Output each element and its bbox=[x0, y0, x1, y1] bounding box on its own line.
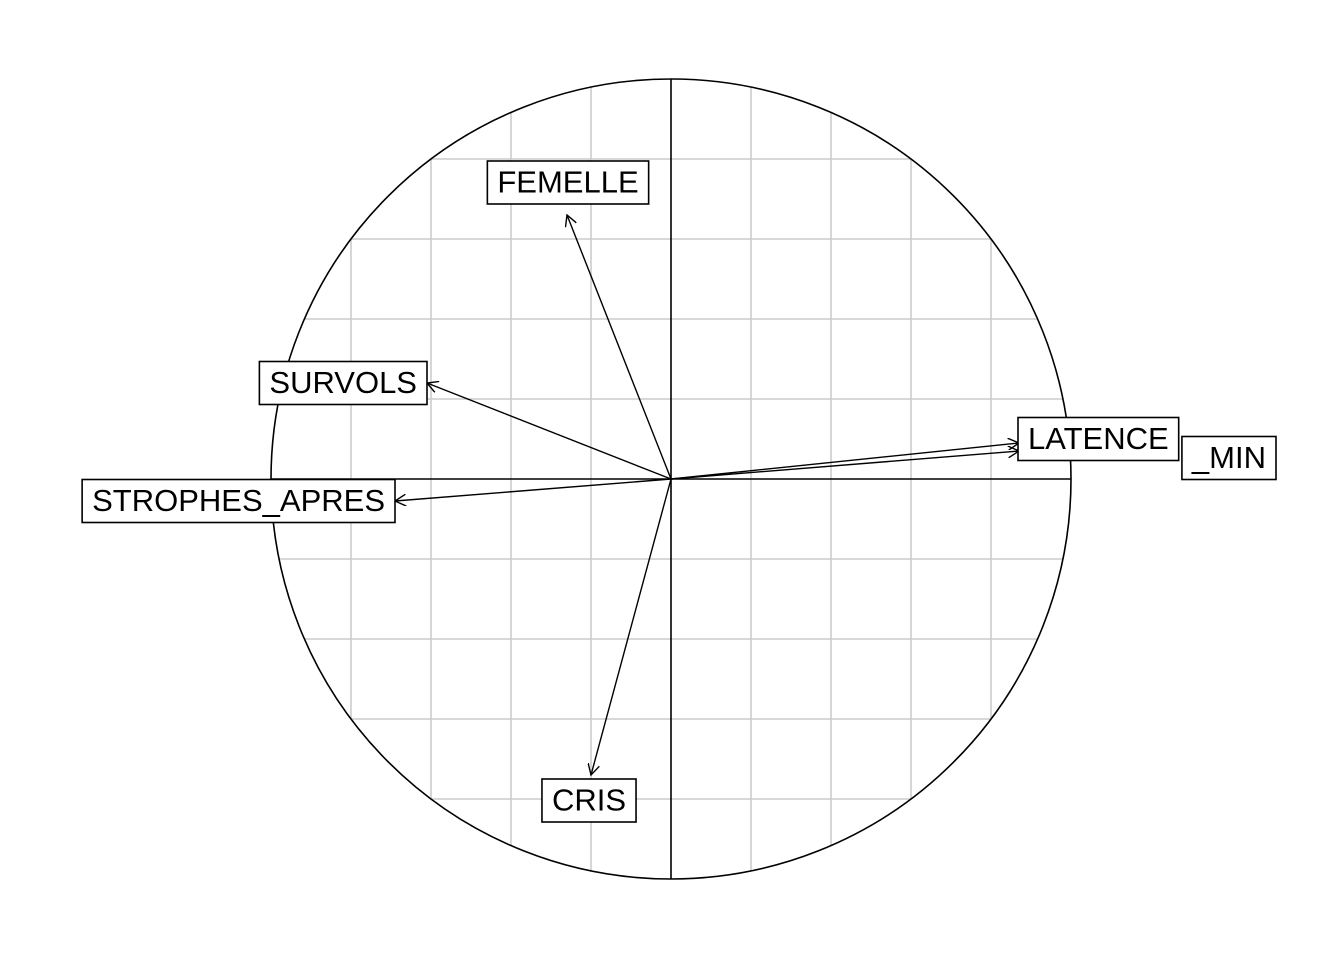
label-text-strophes-apres: STROPHES_APRES bbox=[92, 483, 385, 518]
arrow-cris bbox=[591, 478, 672, 775]
label-box-cris bbox=[541, 778, 637, 823]
arrow-strophes-min bbox=[670, 451, 1019, 480]
label-box-survols bbox=[258, 360, 428, 406]
label-text-latence: LATENCE bbox=[1028, 421, 1169, 456]
label-text-femelle: FEMELLE bbox=[497, 164, 638, 199]
variable-arrows bbox=[395, 215, 1019, 775]
label-box-strophes-min bbox=[1181, 435, 1277, 481]
label-survols: SURVOLS bbox=[258, 360, 428, 406]
label-box-femelle bbox=[486, 160, 650, 205]
label-strophes-apres: STROPHES_APRES bbox=[81, 478, 396, 524]
label-strophes-min: _MIN bbox=[1181, 435, 1277, 481]
label-box-latence bbox=[1017, 416, 1180, 462]
label-cris: CRIS bbox=[541, 778, 637, 823]
variable-labels: _MIN FEMELLE SURVOLS STROPHES_APRES CRIS LATE… bbox=[81, 160, 1277, 823]
label-femelle: FEMELLE bbox=[486, 160, 650, 205]
label-latence: LATENCE bbox=[1017, 416, 1180, 462]
arrow-strophes-apres bbox=[395, 478, 672, 501]
arrow-survols bbox=[427, 383, 672, 480]
label-text-strophes-min: _MIN bbox=[1191, 440, 1266, 475]
label-text-cris: CRIS bbox=[552, 782, 626, 817]
arrow-latence bbox=[670, 443, 1019, 480]
label-text-survols: SURVOLS bbox=[269, 365, 417, 400]
arrow-femelle bbox=[567, 215, 672, 480]
label-box-strophes-apres bbox=[81, 478, 396, 524]
